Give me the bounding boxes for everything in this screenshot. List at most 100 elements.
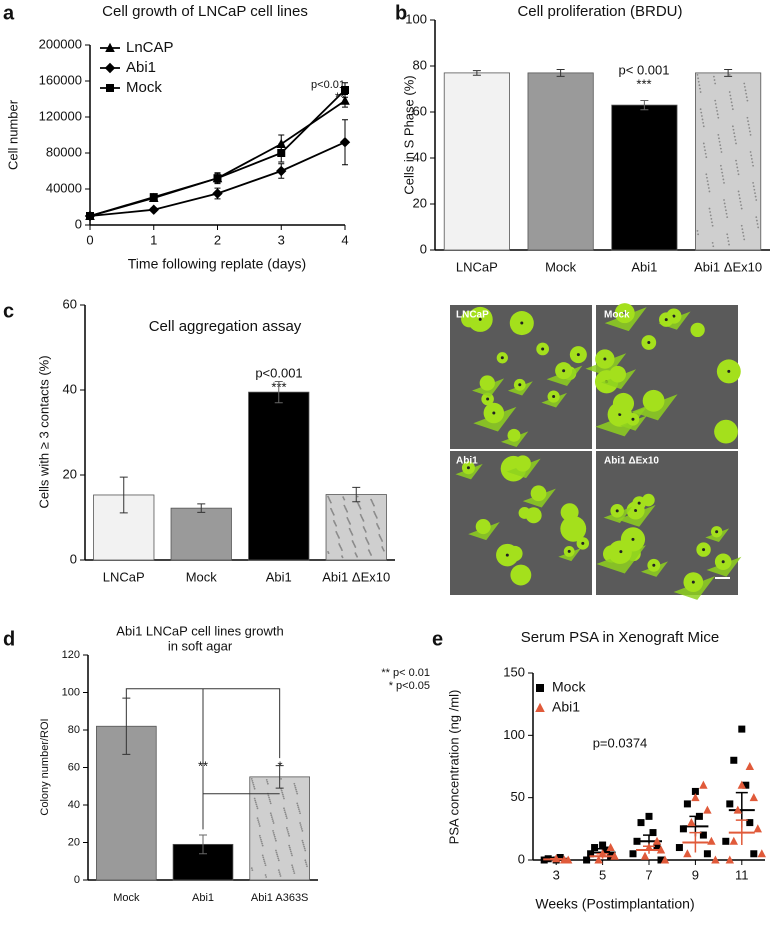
speckle xyxy=(382,549,385,552)
y-tick-label: 0 xyxy=(74,874,80,886)
speckle xyxy=(364,530,367,533)
speckle xyxy=(733,132,736,135)
speckle xyxy=(699,108,702,111)
speckle xyxy=(304,861,307,864)
x-tick-label: Mock xyxy=(113,892,140,904)
cell xyxy=(714,419,738,444)
nucleus xyxy=(500,356,504,360)
y-axis-label: Colony number/ROI xyxy=(39,718,51,815)
nucleus xyxy=(576,353,580,357)
speckle xyxy=(341,549,343,551)
speckle xyxy=(716,113,719,116)
marker xyxy=(703,850,711,858)
speckle xyxy=(728,74,731,76)
speckle xyxy=(718,140,721,143)
speckle xyxy=(285,815,288,818)
marker xyxy=(722,837,730,845)
marker xyxy=(683,800,691,808)
speckle xyxy=(264,864,267,867)
x-tick-label: 0 xyxy=(86,232,93,247)
speckle xyxy=(269,800,272,803)
marker xyxy=(749,793,758,802)
speckle xyxy=(270,814,273,817)
y-tick-label: 100 xyxy=(503,727,525,742)
micrograph-panel xyxy=(596,451,738,595)
annotation: *** xyxy=(636,76,651,91)
speckle xyxy=(726,236,729,239)
speckle xyxy=(268,798,271,801)
speckle xyxy=(304,849,307,852)
marker xyxy=(536,684,544,692)
nucleus xyxy=(672,314,676,318)
speckle xyxy=(733,135,736,138)
speckle xyxy=(287,830,289,833)
speckle xyxy=(706,180,709,183)
speckle xyxy=(747,123,750,126)
speckle xyxy=(699,87,701,90)
speckle xyxy=(273,833,276,836)
cell xyxy=(510,564,532,586)
marker xyxy=(657,856,665,864)
speckle xyxy=(301,829,304,832)
speckle xyxy=(732,128,735,131)
y-tick-label: 160000 xyxy=(39,72,82,87)
speckle xyxy=(735,163,738,165)
marker xyxy=(583,856,591,864)
x-tick-label: 1 xyxy=(150,232,157,247)
speckle xyxy=(723,181,725,184)
marker xyxy=(691,787,699,795)
speckle xyxy=(356,495,359,498)
speckle xyxy=(717,116,720,119)
speckle xyxy=(296,792,299,795)
x-tick-label: 11 xyxy=(735,867,749,882)
speckle xyxy=(343,498,346,501)
speckle xyxy=(265,778,268,781)
marker xyxy=(276,165,287,177)
marker xyxy=(105,42,115,52)
speckle xyxy=(291,866,294,869)
speckle xyxy=(362,519,365,522)
speckle xyxy=(276,853,278,856)
speckle xyxy=(714,82,717,85)
speckle xyxy=(265,876,268,878)
marker xyxy=(707,836,716,845)
marker xyxy=(149,193,158,202)
marker xyxy=(750,850,758,858)
y-axis-label: Cells with ≥ 3 contacts (%) xyxy=(36,355,51,508)
error-bar xyxy=(640,100,649,111)
speckle xyxy=(370,554,372,556)
marker xyxy=(606,842,615,852)
error-bar xyxy=(352,486,361,503)
annotation: p<0.01 xyxy=(311,79,345,91)
marker xyxy=(742,781,750,789)
speckle xyxy=(277,859,280,862)
speckle xyxy=(753,188,756,191)
nucleus xyxy=(727,369,731,373)
x-tick-label: Abi1 A363S xyxy=(251,892,309,904)
marker xyxy=(594,855,603,864)
speckle xyxy=(286,829,289,831)
speckle xyxy=(289,848,292,851)
cell xyxy=(642,389,665,412)
speckle xyxy=(258,834,261,837)
y-tick-label: 60 xyxy=(413,103,427,118)
speckle xyxy=(715,106,718,109)
bar xyxy=(527,72,594,251)
x-tick-label: 3 xyxy=(278,232,285,247)
speckle xyxy=(305,863,308,866)
y-tick-label: 80 xyxy=(68,724,80,736)
speckle xyxy=(744,89,747,92)
speckle xyxy=(738,193,741,196)
micrograph-label: LNCaP xyxy=(456,310,489,321)
legend-label: Mock xyxy=(552,679,586,695)
error-bar xyxy=(550,858,563,860)
speckle xyxy=(295,788,297,791)
speckle xyxy=(723,199,725,201)
speckle xyxy=(746,116,749,119)
speckle xyxy=(264,862,266,865)
speckle xyxy=(294,784,296,787)
marker xyxy=(757,849,766,858)
speckle xyxy=(288,834,291,837)
y-tick-label: 0 xyxy=(75,216,82,231)
speckle xyxy=(697,233,699,236)
